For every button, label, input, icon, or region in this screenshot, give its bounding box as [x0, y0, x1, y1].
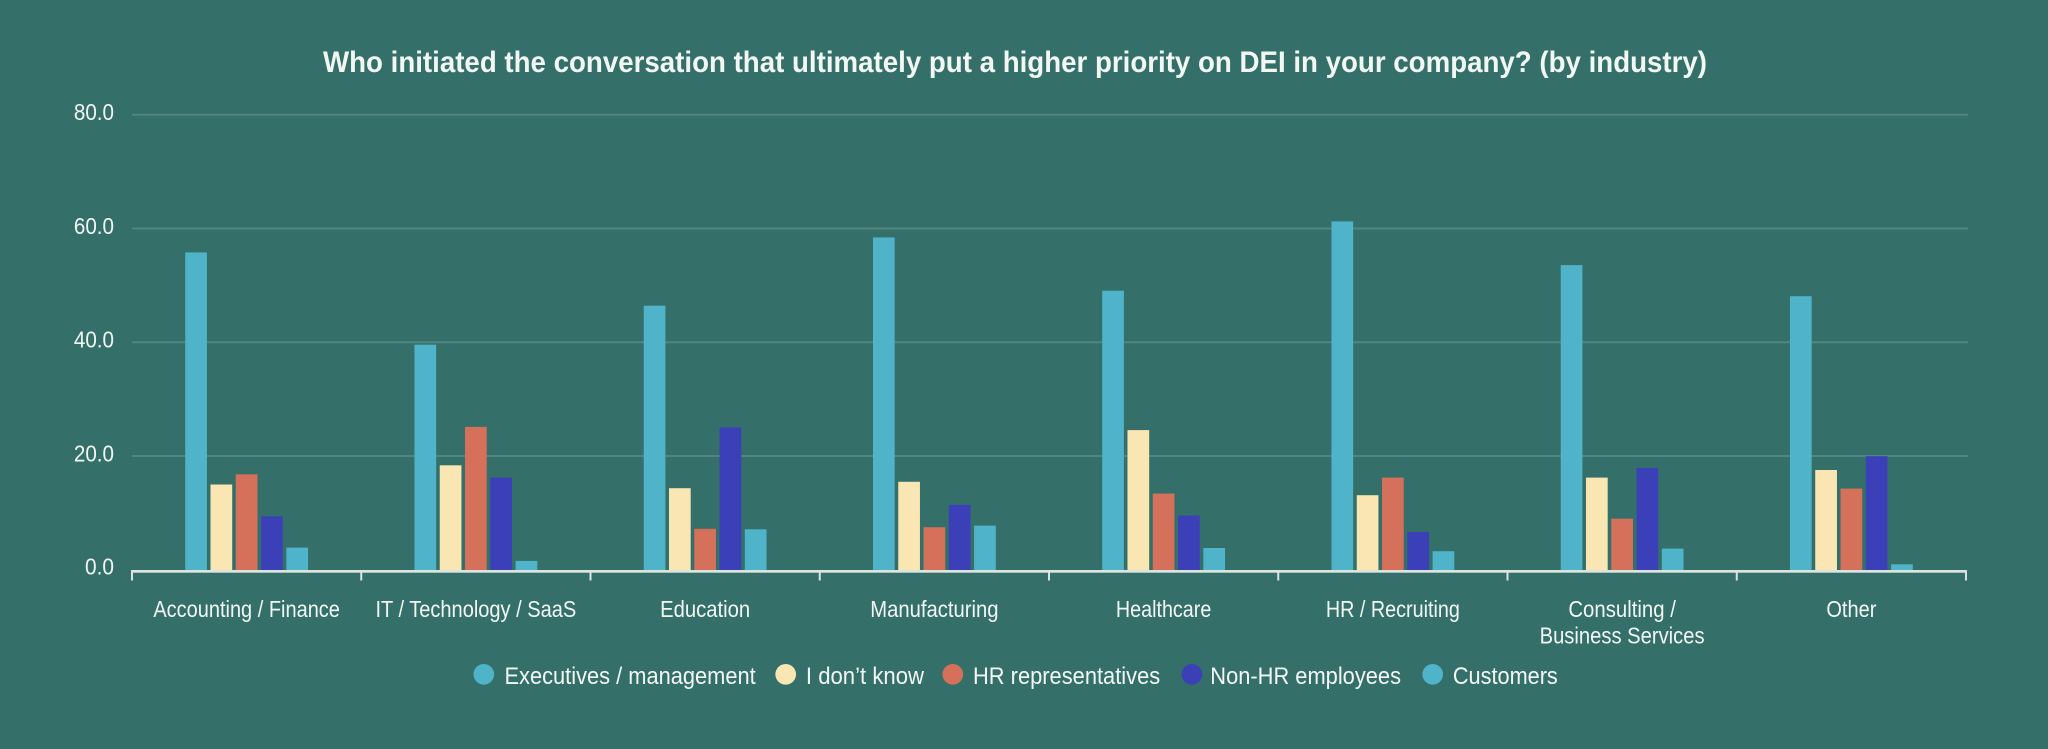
svg-text:Other: Other — [1826, 596, 1876, 622]
svg-text:40.0: 40.0 — [74, 327, 114, 353]
svg-text:20.0: 20.0 — [74, 440, 114, 466]
svg-text:Healthcare: Healthcare — [1116, 596, 1211, 622]
svg-text:HR representatives: HR representatives — [973, 663, 1160, 690]
svg-text:Executives / management: Executives / management — [505, 663, 756, 690]
svg-text:Manufacturing: Manufacturing — [870, 596, 998, 622]
svg-text:0.0: 0.0 — [85, 553, 114, 579]
svg-text:Education: Education — [660, 596, 750, 622]
svg-text:80.0: 80.0 — [74, 99, 114, 125]
svg-text:HR / Recruiting: HR / Recruiting — [1326, 596, 1460, 622]
svg-text:Business Services: Business Services — [1540, 622, 1705, 648]
svg-text:Consulting /: Consulting / — [1568, 596, 1676, 622]
svg-text:60.0: 60.0 — [74, 213, 114, 239]
svg-text:Who initiated the conversation: Who initiated the conversation that ulti… — [323, 46, 1707, 79]
svg-text:Customers: Customers — [1453, 663, 1558, 690]
svg-text:Non-HR employees: Non-HR employees — [1210, 663, 1401, 690]
svg-text:Accounting / Finance: Accounting / Finance — [153, 596, 340, 622]
svg-text:I don’t know: I don’t know — [806, 663, 924, 690]
svg-text:IT / Technology / SaaS: IT / Technology / SaaS — [375, 596, 576, 622]
